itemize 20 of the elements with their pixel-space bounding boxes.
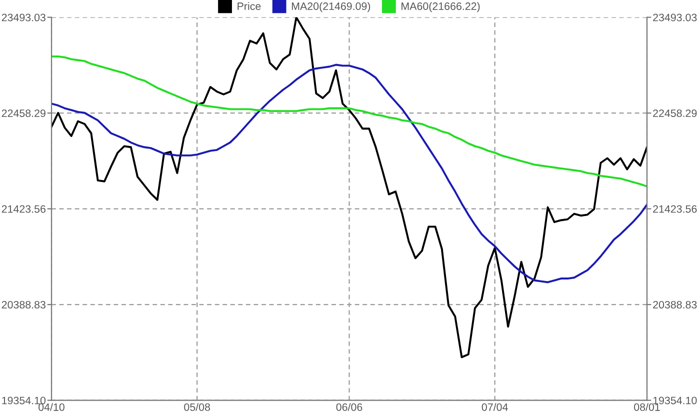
y2-tick-label: 21423.56 <box>653 205 697 213</box>
legend-label: MA60(21666.22) <box>402 2 480 12</box>
y-tick-label: 20388.83 <box>2 300 46 309</box>
x-tick-label: 05/08 <box>184 403 210 411</box>
y-tick-label: 19354.10 <box>2 396 46 404</box>
x-tick-label: 08/01 <box>634 403 660 411</box>
y2-tick-label: 19354.10 <box>653 396 697 404</box>
x-tick-label: 07/04 <box>482 403 508 411</box>
line-series <box>52 64 647 284</box>
y-tick-label: 23493.03 <box>2 14 46 22</box>
line-series <box>52 55 647 188</box>
x-tick-label: 04/10 <box>38 403 64 411</box>
y-tick-label: 22458.29 <box>2 109 46 118</box>
legend-label: MA20(21469.09) <box>292 2 370 12</box>
x-tick-label: 06/06 <box>336 403 362 411</box>
y2-tick-label: 22458.29 <box>653 109 697 118</box>
y2-tick-label: 23493.03 <box>653 14 697 22</box>
y2-tick-label: 20388.83 <box>653 300 697 309</box>
legend-label: Price <box>238 2 261 10</box>
y-tick-label: 21423.56 <box>2 205 46 213</box>
